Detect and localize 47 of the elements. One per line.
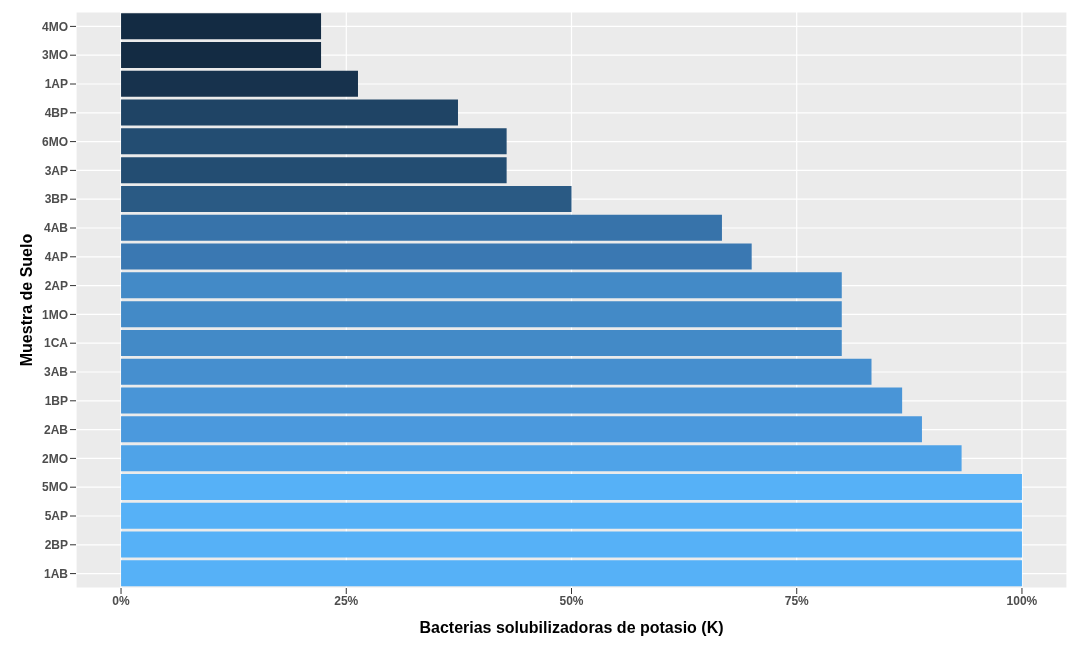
bar [121,560,1022,587]
x-tick-label: 100% [1006,593,1038,608]
y-tick-label: 1CA [43,336,69,351]
bar [121,99,458,126]
y-tick-label: 6MO [41,134,68,149]
bar [121,243,752,270]
bar [121,128,507,155]
bar [121,416,922,443]
bar [121,272,842,299]
y-tick-label: 4MO [41,19,68,34]
bar [121,445,962,472]
bar [121,301,842,328]
x-tick-label: 0% [112,593,131,608]
y-tick-label: 3AP [44,163,68,178]
y-tick-label: 3BP [44,192,68,207]
y-tick-label: 1AP [44,77,68,92]
x-tick-label: 25% [334,593,359,608]
y-tick-label: 2AB [43,422,69,437]
y-tick-label: 3AB [43,365,69,380]
y-tick-label: 2AP [44,278,68,293]
x-tick-label: 50% [559,593,584,608]
bar [121,473,1022,500]
y-tick-label: 5AP [44,509,68,524]
bar [121,214,722,241]
y-tick-label: 4AP [44,250,68,265]
bar [121,329,842,356]
y-tick-label: 4BP [44,106,68,121]
y-tick-label: 4AB [43,221,69,236]
bar [121,531,1022,558]
bar [121,70,358,97]
bar [121,13,322,40]
bar [121,358,872,385]
y-tick-label: 2MO [41,451,68,466]
y-axis-title: Muestra de Suelo [17,233,35,367]
y-tick-label: 5MO [41,480,68,495]
y-tick-label: 1BP [44,394,68,409]
y-tick-label: 1AB [43,566,69,581]
bar [121,157,507,184]
x-axis-title: Bacterias solubilizadoras de potasio (K) [419,619,724,637]
bar [121,387,903,414]
bar [121,502,1022,529]
bar [121,185,572,212]
bar [121,41,322,68]
y-tick-label: 2BP [44,538,68,553]
y-tick-label: 3MO [41,48,68,63]
y-tick-label: 1MO [41,307,68,322]
x-tick-label: 75% [784,593,810,608]
